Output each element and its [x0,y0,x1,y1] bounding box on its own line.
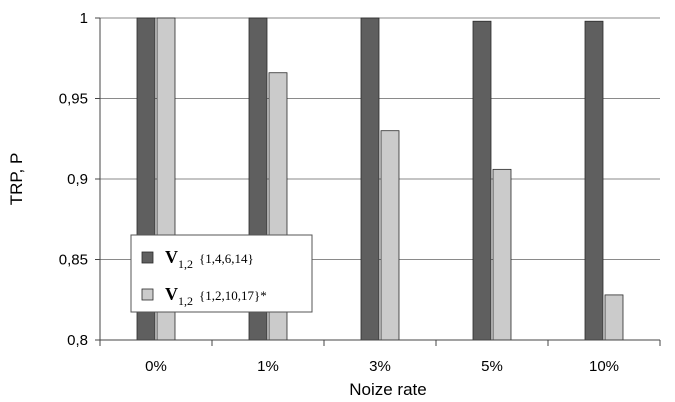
y-tick-label: 1 [80,10,88,27]
bar-series2-10pct [604,294,624,341]
bar-series2-5pct [492,168,512,341]
axes [95,17,661,346]
x-tick-label: 1% [257,358,279,375]
bar-series1-5pct [472,20,492,341]
legend-label: V1,2 {1,4,6,14} [165,247,254,271]
x-tick-label: 0% [145,358,167,375]
y-tick-labels: 1 0,95 0,9 0,85 0,8 [59,10,88,349]
bar-series2-3pct [380,130,400,341]
y-axis-label: TRP, P [7,153,26,206]
x-tick-label: 10% [589,358,619,375]
x-tick-label: 3% [369,358,391,375]
legend-swatch [141,288,154,301]
y-tick-label: 0,95 [59,91,88,108]
bar-series1-10pct [584,20,604,341]
legend: V1,2 {1,4,6,14} V1,2 {1,2,10,17}* [130,234,313,313]
legend-swatch [141,251,154,264]
y-tick-label: 0,9 [67,171,88,188]
y-tick-label: 0,8 [67,332,88,349]
x-tick-label: 5% [481,358,503,375]
legend-box [130,234,313,313]
legend-label: V1,2 {1,2,10,17}* [165,284,267,308]
x-axis-label: Noize rate [349,380,426,399]
bar-series1-3pct [360,17,380,341]
x-tick-labels: 0% 1% 3% 5% 10% [145,358,619,375]
y-tick-label: 0,85 [59,252,88,269]
